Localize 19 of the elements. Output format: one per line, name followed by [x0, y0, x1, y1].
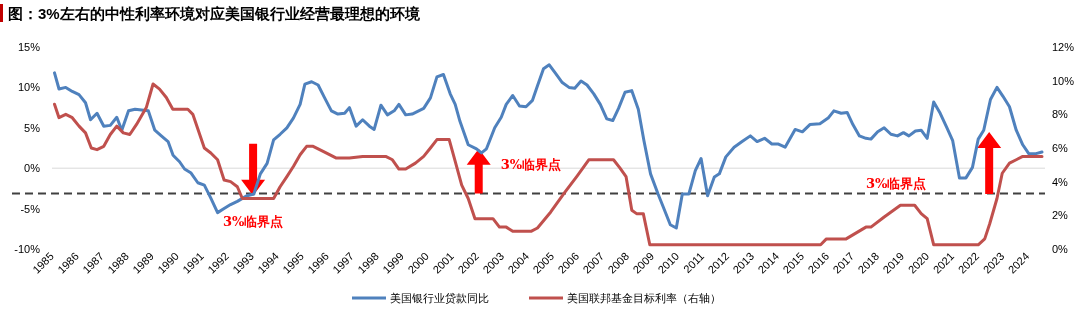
y-tick-label: 5%: [24, 121, 41, 134]
y2-tick-label: 6%: [1052, 142, 1069, 154]
y2-tick-label: 2%: [1052, 209, 1069, 222]
annotation: 3%临界点: [865, 176, 927, 192]
y-tick-label: -10%: [14, 243, 41, 255]
legend-label: 美国银行业贷款同比: [390, 292, 489, 304]
y2-tick-label: 0%: [1052, 243, 1069, 255]
y-tick-label: 0%: [24, 162, 41, 175]
legend-label: 美国联邦基金目标利率（右轴）: [567, 292, 721, 304]
y2-tick-label: 8%: [1052, 108, 1069, 121]
annotation: 3%临界点: [222, 213, 284, 229]
y2-tick-label: 10%: [1052, 74, 1075, 87]
chart-title: 图：3%左右的中性利率环境对应美国银行业经营最理想的环境: [8, 5, 421, 22]
y-tick-label: -5%: [20, 202, 41, 215]
annotation: 3%临界点: [500, 157, 562, 173]
y2-tick-label: 12%: [1052, 41, 1075, 53]
y2-tick-label: 4%: [1052, 175, 1069, 188]
y-tick-label: 15%: [17, 41, 41, 53]
y-tick-label: 10%: [17, 81, 41, 94]
